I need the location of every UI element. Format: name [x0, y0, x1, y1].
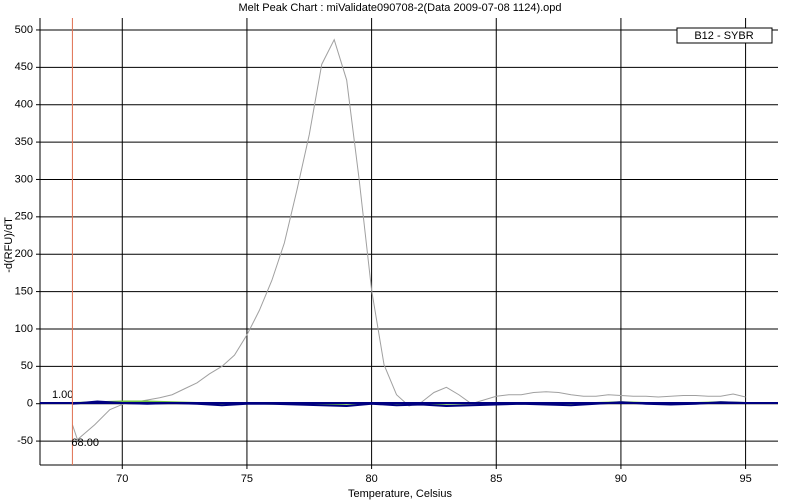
x-tick-label: 85 — [490, 473, 502, 485]
threshold-label: 1.00 — [52, 389, 73, 401]
x-tick-label: 95 — [739, 473, 751, 485]
chart-title: Melt Peak Chart : miValidate090708-2(Dat… — [238, 2, 561, 14]
x-tick-label: 75 — [241, 473, 253, 485]
y-tick-label: 350 — [15, 136, 33, 148]
y-tick-label: 500 — [15, 24, 33, 36]
y-tick-label: 250 — [15, 211, 33, 223]
series-line — [71, 38, 746, 441]
x-tick-label: 90 — [615, 473, 627, 485]
y-tick-label: 100 — [15, 323, 33, 335]
y-tick-label: 0 — [27, 398, 33, 410]
y-tick-label: 50 — [21, 360, 33, 372]
x-axis-label: Temperature, Celsius — [348, 488, 452, 500]
y-tick-label: 150 — [15, 285, 33, 297]
y-tick-label: 300 — [15, 173, 33, 185]
y-axis-label: -d(RFU)/dT — [3, 217, 15, 273]
y-tick-label: 400 — [15, 99, 33, 111]
y-tick-label: -50 — [17, 435, 33, 447]
legend-box — [676, 27, 773, 44]
x-tick-label: 80 — [365, 473, 377, 485]
x-tick-label: 70 — [116, 473, 128, 485]
legend-label: B12 - SYBR — [694, 30, 753, 42]
marker-label: 68.00 — [71, 437, 99, 449]
y-tick-label: 200 — [15, 248, 33, 260]
y-tick-label: 450 — [15, 61, 33, 73]
